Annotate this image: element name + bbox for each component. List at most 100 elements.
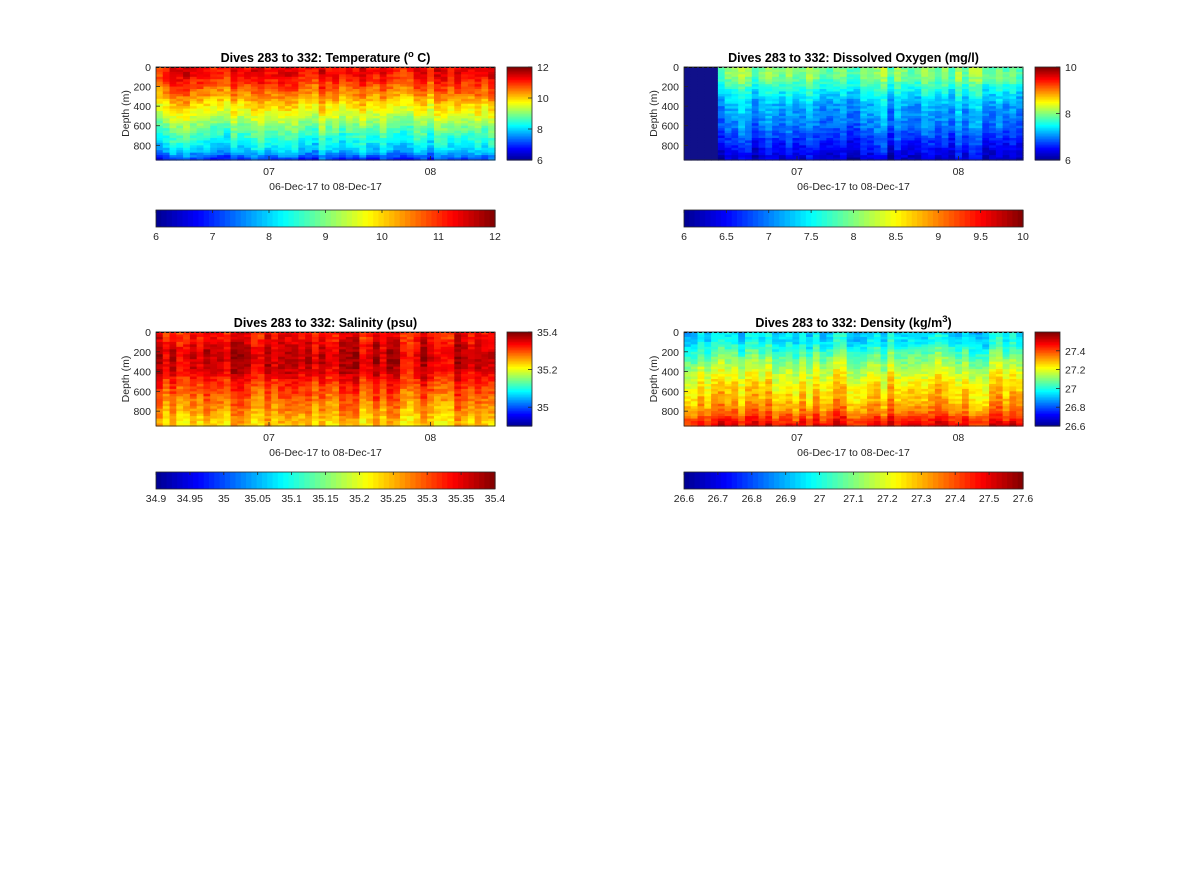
- heatmap-cell: [894, 155, 902, 159]
- heatmap-cell: [311, 67, 320, 71]
- heatmap-cell: [298, 371, 306, 375]
- heatmap-cell: [941, 101, 950, 105]
- heatmap-cell: [427, 103, 435, 107]
- heatmap-cell: [237, 393, 245, 397]
- heatmap-cell: [162, 120, 171, 124]
- heatmap-cell: [379, 79, 388, 83]
- heatmap-cell: [176, 332, 184, 336]
- colorbar-segment: [507, 141, 532, 144]
- heatmap-cell: [345, 93, 354, 97]
- heatmap-cell: [284, 125, 293, 129]
- colorbar-tick-label: 7: [766, 231, 772, 243]
- heatmap-cell: [400, 67, 408, 71]
- heatmap-cell: [941, 130, 950, 134]
- heatmap-cell: [738, 133, 746, 137]
- heatmap-cell: [731, 152, 739, 156]
- heatmap-cell: [298, 93, 306, 97]
- heatmap-cell: [305, 108, 313, 112]
- heatmap-cell: [196, 74, 205, 78]
- heatmap-cell: [298, 98, 306, 102]
- heatmap-cell: [819, 71, 827, 75]
- heatmap-cell: [758, 125, 766, 129]
- heatmap-cell: [169, 341, 177, 345]
- heatmap-cell: [406, 113, 415, 117]
- heatmap-cell: [162, 103, 171, 107]
- heatmap-cell: [846, 147, 855, 151]
- heatmap-cell: [284, 108, 293, 112]
- heatmap-cell: [413, 140, 422, 144]
- heatmap-cell: [826, 135, 834, 139]
- heatmap-cell: [284, 69, 293, 73]
- heatmap-cell: [860, 71, 868, 75]
- heatmap-cell: [264, 157, 272, 161]
- heatmap-cell: [1016, 123, 1024, 127]
- heatmap-cell: [291, 115, 299, 119]
- colorbar-segment: [473, 210, 480, 227]
- heatmap-cell: [975, 115, 983, 119]
- heatmap-cell: [738, 108, 746, 112]
- heatmap-cell: [433, 69, 442, 73]
- heatmap-cell: [873, 123, 882, 127]
- heatmap-cell: [305, 79, 313, 83]
- heatmap-cell: [867, 137, 875, 142]
- heatmap-cell: [853, 91, 861, 95]
- heatmap-cell: [717, 86, 726, 90]
- heatmap-cell: [447, 118, 455, 122]
- heatmap-cell: [386, 152, 394, 156]
- heatmap-cell: [217, 79, 225, 83]
- heatmap-cell: [284, 135, 293, 139]
- heatmap-cell: [894, 152, 902, 156]
- colorbar-tick-label: 6: [681, 231, 687, 243]
- heatmap-cell: [237, 69, 245, 73]
- heatmap-cell: [758, 123, 766, 127]
- heatmap-cell: [169, 336, 177, 341]
- heatmap-cell: [196, 137, 205, 142]
- heatmap-cell: [250, 145, 259, 149]
- heatmap-cell: [461, 76, 469, 80]
- heatmap-cell: [291, 341, 299, 345]
- heatmap-cell: [162, 361, 171, 365]
- heatmap-cell: [210, 67, 218, 71]
- heatmap-cell: [406, 128, 415, 132]
- heatmap-cell: [264, 76, 272, 80]
- heatmap-cell: [217, 403, 225, 407]
- y-tick-label: 200: [133, 82, 151, 94]
- heatmap-cell: [156, 152, 164, 156]
- heatmap-cell: [305, 123, 313, 127]
- heatmap-cell: [982, 125, 990, 129]
- heatmap-cell: [305, 125, 313, 129]
- heatmap-cell: [196, 408, 205, 412]
- heatmap-cell: [738, 155, 746, 159]
- heatmap-cell: [189, 67, 198, 71]
- heatmap-cell: [853, 89, 861, 93]
- heatmap-cell: [250, 137, 259, 142]
- heatmap-cell: [948, 152, 956, 156]
- heatmap-cell: [406, 106, 415, 110]
- heatmap-cell: [311, 96, 320, 100]
- heatmap-cell: [941, 145, 950, 149]
- heatmap-cell: [488, 89, 496, 93]
- heatmap-cell: [433, 91, 442, 95]
- heatmap-cell: [1016, 145, 1024, 149]
- heatmap-cell: [717, 79, 726, 83]
- heatmap-cell: [237, 130, 245, 134]
- heatmap-cell: [873, 140, 882, 144]
- heatmap-cell: [284, 103, 293, 107]
- heatmap-cell: [697, 115, 705, 119]
- heatmap-cell: [339, 86, 347, 90]
- heatmap-cell: [894, 93, 902, 97]
- heatmap-cell: [690, 137, 699, 142]
- heatmap-cell: [332, 123, 340, 127]
- heatmap-cell: [237, 376, 245, 380]
- heatmap-cell: [169, 332, 177, 336]
- heatmap-cell: [183, 376, 191, 380]
- heatmap-cell: [250, 118, 259, 122]
- heatmap-cell: [318, 111, 327, 115]
- heatmap-cell: [474, 106, 483, 110]
- heatmap-cell: [995, 140, 1004, 144]
- heatmap-cell: [833, 140, 841, 144]
- heatmap-cell: [169, 364, 177, 368]
- heatmap-cell: [907, 140, 916, 144]
- heatmap-cell: [156, 111, 164, 115]
- heatmap-cell: [1009, 152, 1017, 156]
